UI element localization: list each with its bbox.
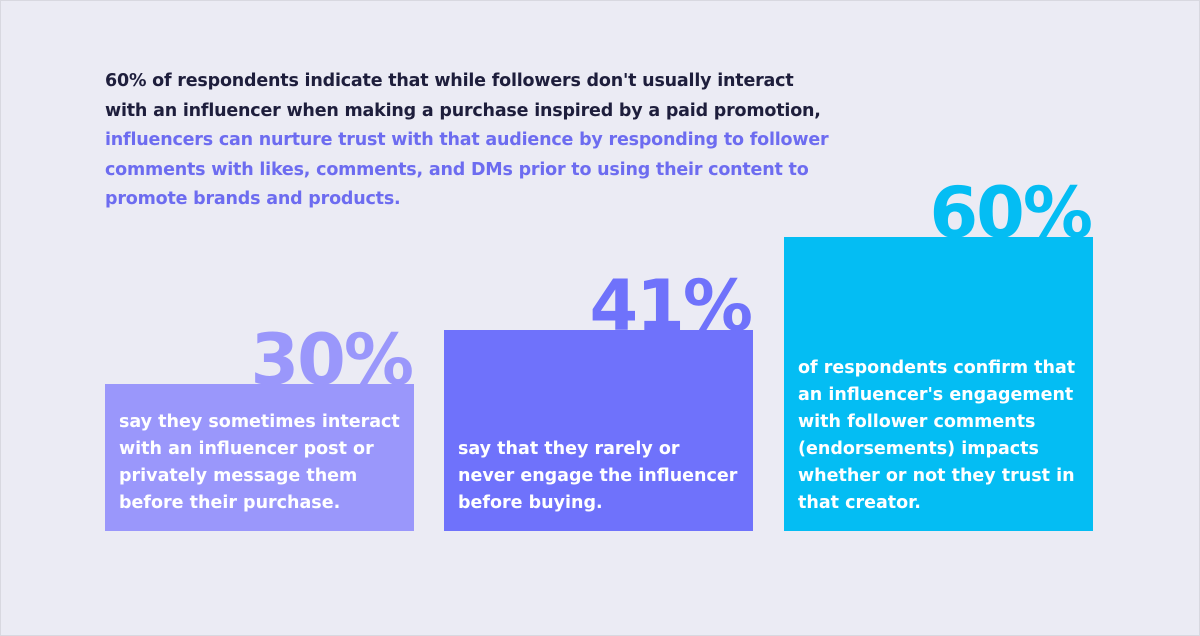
title: 60% of respondents indicate that while f… bbox=[105, 71, 821, 121]
bar-description: say they sometimes interact with an infl… bbox=[119, 412, 400, 513]
bar: say that they rarely or never engage the… bbox=[444, 330, 753, 531]
bar-description: of respondents confirm that an influence… bbox=[798, 358, 1076, 513]
value-label: 30% bbox=[250, 319, 414, 401]
bar-description: say that they rarely or never engage the… bbox=[458, 438, 738, 513]
value-label: 60% bbox=[929, 172, 1093, 254]
bar: of respondents confirm that an influence… bbox=[784, 237, 1093, 531]
bar: say they sometimes interact with an infl… bbox=[105, 384, 414, 531]
value-label: 41% bbox=[589, 265, 753, 348]
highlight: influencers can nurture trust with that … bbox=[105, 130, 829, 209]
intro-text: 60% of respondents indicate that while f… bbox=[105, 67, 835, 215]
